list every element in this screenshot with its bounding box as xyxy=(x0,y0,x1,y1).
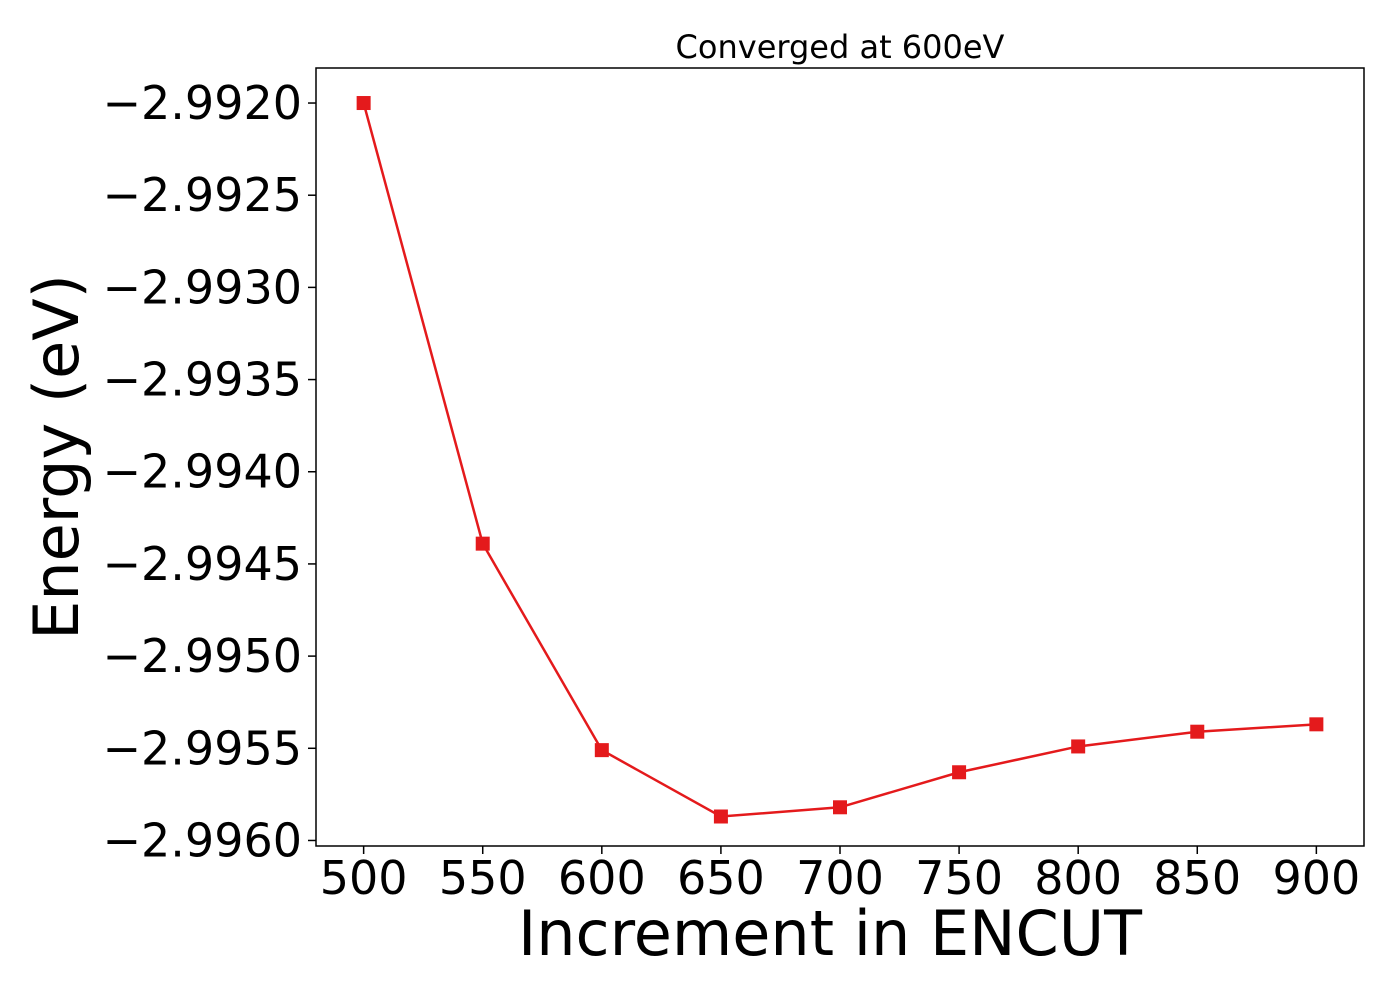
y-tick-label: −2.9925 xyxy=(103,168,303,222)
data-point-marker xyxy=(594,743,609,758)
y-tick-label: −2.9930 xyxy=(103,260,303,314)
data-point-marker xyxy=(952,765,967,780)
x-tick-label: 850 xyxy=(1153,851,1241,905)
x-axis-label: Increment in ENCUT xyxy=(518,897,1143,970)
data-point-marker xyxy=(1190,724,1205,739)
x-tick-label: 800 xyxy=(1034,851,1122,905)
y-tick-label: −2.9945 xyxy=(103,537,303,591)
series-line xyxy=(362,102,1317,818)
x-tick-label: 900 xyxy=(1272,851,1360,905)
data-point-marker xyxy=(356,96,371,111)
y-tick-label: −2.9920 xyxy=(103,76,303,130)
plot-area-frame xyxy=(315,67,1365,847)
series-layer xyxy=(356,96,1324,824)
x-tick-label: 750 xyxy=(915,851,1003,905)
y-tick-label: −2.9960 xyxy=(103,813,303,867)
y-tick-label: −2.9955 xyxy=(103,721,303,775)
y-tick-label: −2.9950 xyxy=(103,629,303,683)
data-point-marker xyxy=(1071,739,1086,754)
y-tick-label: −2.9935 xyxy=(103,353,303,407)
y-axis-label: Energy (eV) xyxy=(20,274,93,640)
data-point-marker xyxy=(475,536,490,551)
x-axis: 500 550 600 650 700 750 800 850 900 xyxy=(320,846,1360,905)
data-point-marker xyxy=(713,809,728,824)
chart-title: Converged at 600eV xyxy=(676,28,1005,66)
x-tick-label: 550 xyxy=(439,851,527,905)
data-point-marker xyxy=(833,800,847,815)
y-axis: −2.9920 −2.9925 −2.9930 −2.9935 −2.9940 −2.99… xyxy=(103,76,316,867)
x-tick-label: 600 xyxy=(558,851,646,905)
y-tick-label: −2.9940 xyxy=(103,445,303,499)
x-tick-label: 500 xyxy=(320,851,408,905)
data-point-marker xyxy=(1309,717,1324,732)
x-tick-label: 650 xyxy=(677,851,765,905)
x-tick-label: 700 xyxy=(796,851,884,905)
